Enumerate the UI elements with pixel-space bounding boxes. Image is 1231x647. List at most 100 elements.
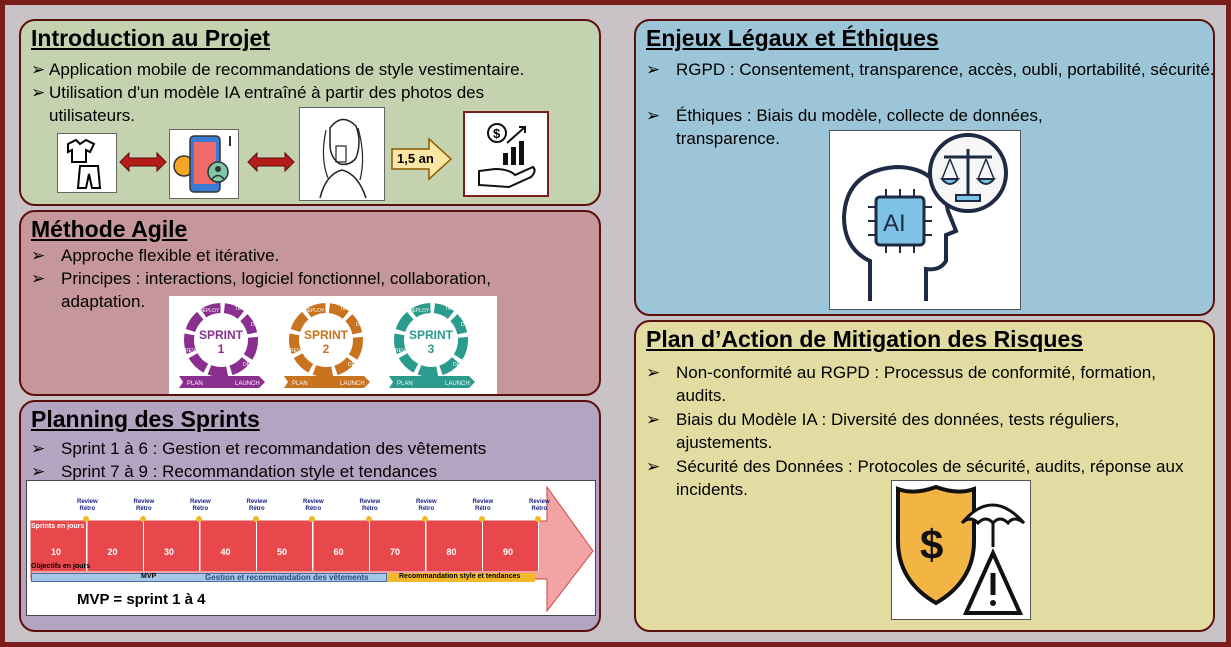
sprint-day-label: 60 bbox=[333, 547, 344, 557]
sprint-cell bbox=[426, 521, 483, 571]
review-label: Review Rétro bbox=[416, 499, 437, 512]
sprint-day-label: 40 bbox=[220, 547, 231, 557]
review-label: Review Rétro bbox=[246, 499, 268, 512]
planning-bullet-2: ➢ Sprint 7 à 9 : Recommandation style et… bbox=[31, 462, 438, 481]
dollar-sign: $ bbox=[920, 521, 943, 568]
tendances-bar-label: Recommandation style et tendances bbox=[399, 573, 521, 580]
plan-label: PLAN bbox=[292, 381, 308, 387]
plan-panel: Plan d’Action de Mitigation des Risques … bbox=[634, 320, 1215, 632]
review-marker-icon bbox=[478, 516, 485, 522]
review-label: Review Rétro bbox=[77, 499, 98, 512]
review-label: Review Rétro bbox=[190, 499, 211, 512]
review-marker-icon bbox=[365, 516, 372, 522]
intro-bullet-1: ➢ Application mobile de recommandations … bbox=[31, 60, 525, 79]
sprint-timeline: 10 Review Rétro 20 Review Rétro 30 Review Rétro 4… bbox=[26, 480, 596, 616]
intro-title: Introduction au Projet bbox=[31, 25, 270, 51]
sprint-number: 1 bbox=[218, 342, 225, 356]
enjeux-panel: Enjeux Légaux et Éthiques ➢ RGPD : Conse… bbox=[634, 19, 1215, 316]
plan-bullet-2: ➢ Biais du Modèle IA : Diversité des don… bbox=[646, 410, 1120, 452]
sprint-cell bbox=[144, 521, 200, 571]
arrow-bullet-icon: ➢ bbox=[31, 246, 46, 265]
review-marker-icon bbox=[535, 516, 541, 522]
launch-label: LAUNCH bbox=[340, 381, 365, 387]
tendances-bar bbox=[387, 573, 535, 582]
launch-label: LAUNCH bbox=[445, 381, 470, 387]
planning-title: Planning des Sprints bbox=[31, 406, 260, 432]
cycle-step-label: DEPLOY bbox=[304, 308, 325, 314]
agile-panel: Méthode Agile ➢ Approche flexible et ité… bbox=[19, 210, 601, 396]
user-photo-sketch bbox=[299, 107, 385, 201]
sprint-number: 3 bbox=[428, 342, 435, 356]
sprint-cell bbox=[31, 521, 87, 571]
objectifs-label: Objectifs en jours bbox=[31, 563, 91, 570]
review-label: Review Rétro bbox=[133, 499, 155, 512]
review-label: Review Rétro bbox=[472, 499, 494, 512]
clothes-icon bbox=[57, 133, 117, 193]
enjeux-bullet-2: ➢ Éthiques : Biais du modèle, collecte d… bbox=[646, 106, 1043, 148]
svg-text:$: $ bbox=[493, 126, 501, 141]
arrow-bullet-icon: ➢ bbox=[646, 410, 661, 429]
revenue-growth-icon: $ bbox=[463, 111, 549, 197]
arrow-bullet-icon: ➢ bbox=[646, 363, 661, 382]
duration-arrow bbox=[391, 137, 453, 181]
sprint-day-label: 20 bbox=[107, 547, 118, 557]
plan-bullet-3: ➢ Sécurité des Données : Protocoles de s… bbox=[646, 457, 1184, 499]
planning-bullet-1: ➢ Sprint 1 à 6 : Gestion et recommandati… bbox=[31, 439, 487, 458]
sprint-cell bbox=[483, 521, 539, 571]
sprint-cycles-image: SPRINT 1 DEPLOY TEST DEVELOP REVIEW DESIGN PLAN… bbox=[169, 296, 497, 394]
sprint-day-label: 50 bbox=[277, 547, 288, 557]
sprints-en-jours-label: Sprints en jours bbox=[31, 523, 85, 530]
review-marker-icon bbox=[309, 516, 315, 522]
planning-panel: Planning des Sprints ➢ Sprint 1 à 6 : Ge… bbox=[19, 400, 601, 632]
plan-title: Plan d’Action de Mitigation des Risques bbox=[646, 326, 1084, 352]
risk-insurance-icon: $ bbox=[891, 480, 1031, 620]
double-arrow-icon bbox=[119, 151, 167, 173]
sprint-day-label: 70 bbox=[390, 547, 401, 557]
cycle-step-label: REVIEW bbox=[290, 348, 310, 354]
sprint-day-label: 10 bbox=[51, 547, 62, 557]
arrow-bullet-icon: ➢ bbox=[646, 457, 661, 476]
agile-bullet-2: ➢ Principes : interactions, logiciel fon… bbox=[31, 269, 491, 311]
cycle-step-label: TEST bbox=[445, 306, 458, 312]
sprint-cell bbox=[370, 521, 426, 571]
cycle-step-label: REVIEW bbox=[395, 348, 415, 354]
cycle-step-label: DEVELOP bbox=[356, 322, 380, 328]
cycle-step-label: DEPLOY bbox=[409, 308, 430, 314]
sprint-day-label: 30 bbox=[164, 547, 175, 557]
arrow-bullet-icon: ➢ bbox=[31, 439, 46, 458]
review-label: Review Rétro bbox=[359, 499, 381, 512]
arrow-bullet-icon: ➢ bbox=[31, 60, 46, 79]
plan-label: PLAN bbox=[187, 381, 203, 387]
plan-launch-arrow bbox=[179, 376, 265, 388]
gestion-bar-label: Gestion et recommandation des vêtements bbox=[205, 573, 369, 582]
arrow-bullet-icon: ➢ bbox=[31, 269, 46, 288]
sprint-day-label: 90 bbox=[503, 547, 514, 557]
sprint-number: 2 bbox=[323, 342, 330, 356]
review-marker-icon bbox=[83, 516, 89, 522]
agile-title: Méthode Agile bbox=[31, 216, 188, 242]
mvp-bar-label: MVP bbox=[141, 573, 157, 580]
cycle-step-label: TEST bbox=[340, 306, 353, 312]
enjeux-bullet-1: ➢ RGPD : Consentement, transparence, acc… bbox=[646, 60, 1215, 79]
agile-bullet-1: ➢ Approche flexible et itérative. bbox=[31, 246, 280, 265]
intro-panel: Introduction au Projet ➢ Application mob… bbox=[19, 19, 601, 206]
launch-label: LAUNCH bbox=[235, 381, 260, 387]
plan-label: PLAN bbox=[397, 381, 413, 387]
mobile-app-icon bbox=[169, 129, 239, 199]
mvp-bar bbox=[31, 573, 387, 582]
plan-launch-arrow bbox=[389, 376, 475, 388]
review-marker-icon bbox=[252, 516, 259, 522]
sprint-cell bbox=[200, 521, 257, 571]
arrow-bullet-icon: ➢ bbox=[31, 462, 46, 481]
sprint-label: SPRINT bbox=[304, 328, 349, 342]
sprint-cell bbox=[313, 521, 370, 571]
review-label: Review Rétro bbox=[303, 499, 324, 512]
sprint-cell bbox=[87, 521, 144, 571]
ai-ethics-icon: AI bbox=[829, 130, 1021, 310]
review-marker-icon bbox=[422, 516, 428, 522]
intro-bullet-2: ➢ Utilisation d'un modèle IA entraîné à … bbox=[31, 83, 485, 125]
arrow-bullet-icon: ➢ bbox=[31, 83, 46, 102]
